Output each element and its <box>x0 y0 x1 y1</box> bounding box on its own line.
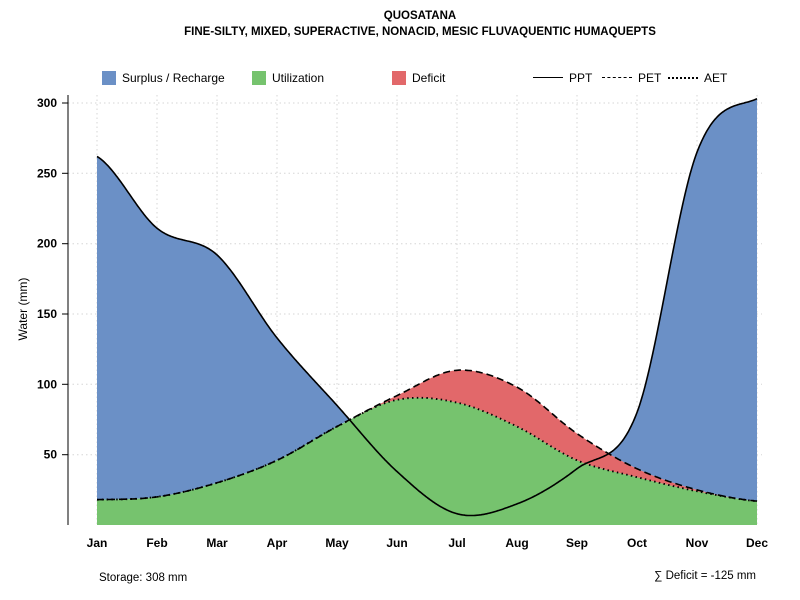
legend-item-aet: AET <box>668 70 727 85</box>
legend-item-utilization: Utilization <box>252 70 324 85</box>
series-line-ppt <box>96 98 758 517</box>
legend-label-deficit: Deficit <box>412 70 446 85</box>
legend-label-ppt: PPT <box>569 70 593 85</box>
aet-line-icon <box>668 76 698 79</box>
x-tick-label: May <box>325 536 349 550</box>
y-tick-label: 150 <box>37 307 57 321</box>
area-surplus-recharge <box>609 98 757 502</box>
pet-line-icon <box>602 77 632 78</box>
legend-item-ppt: PPT <box>533 70 592 85</box>
ppt-line-icon <box>533 77 563 78</box>
x-tick-label: Dec <box>746 536 768 550</box>
legend-item-surplus: Surplus / Recharge <box>102 70 225 85</box>
deficit-swatch-icon <box>392 70 406 85</box>
legend-label-surplus: Surplus / Recharge <box>122 70 225 85</box>
area-deficit <box>358 370 731 498</box>
x-tick-label: Jun <box>386 536 407 550</box>
y-tick-label: 250 <box>37 166 57 180</box>
legend-label-aet: AET <box>704 70 728 85</box>
legend-item-pet: PET <box>602 70 661 85</box>
y-tick-label: 100 <box>37 377 57 391</box>
x-tick-label: Oct <box>627 536 647 550</box>
y-tick-label: 50 <box>44 448 58 462</box>
storage-annotation: Storage: 308 mm <box>99 572 188 584</box>
legend-label-utilization: Utilization <box>272 70 325 85</box>
x-tick-label: Sep <box>566 536 588 550</box>
x-tick-label: Apr <box>267 536 288 550</box>
legend-item-deficit: Deficit <box>392 70 445 85</box>
surplus-swatch-icon <box>102 70 116 85</box>
series-line-aet <box>97 396 758 503</box>
x-tick-label: Nov <box>686 536 709 550</box>
deficit-sum-annotation: ∑ Deficit = -125 mm <box>654 570 756 582</box>
x-tick-label: Jan <box>87 536 108 550</box>
x-tick-label: Feb <box>146 536 167 550</box>
y-tick-label: 200 <box>37 237 57 251</box>
area-surplus-recharge <box>97 156 349 500</box>
x-tick-label: Jul <box>448 536 465 550</box>
utilization-swatch-icon <box>252 70 266 85</box>
legend-label-pet: PET <box>638 70 662 85</box>
chart-title: QUOSATANA <box>383 10 457 22</box>
chart-subtitle: FINE-SILTY, MIXED, SUPERACTIVE, NONACID,… <box>184 26 656 38</box>
y-tick-label: 300 <box>37 96 57 110</box>
x-tick-label: Mar <box>206 536 228 550</box>
x-tick-label: Aug <box>505 536 528 550</box>
area-utilization <box>97 397 757 525</box>
